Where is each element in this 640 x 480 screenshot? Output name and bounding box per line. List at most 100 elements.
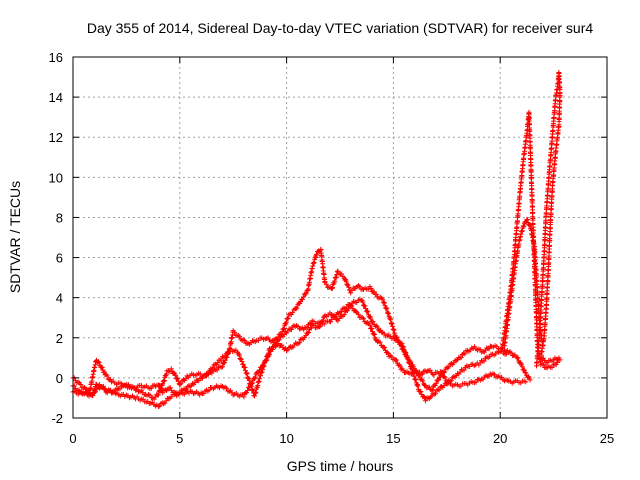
data-point: [364, 308, 370, 314]
data-point: [167, 385, 173, 391]
data-point: [346, 284, 352, 290]
data-point: [92, 387, 98, 393]
data-point: [332, 278, 338, 284]
data-point: [168, 366, 174, 372]
data-point: [433, 391, 439, 397]
data-point: [258, 370, 264, 376]
data-point: [413, 377, 419, 383]
data-point: [436, 377, 442, 383]
data-point: [265, 350, 271, 356]
data-point: [290, 309, 296, 315]
data-point: [294, 305, 300, 311]
y-tick-label: 2: [56, 331, 63, 346]
data-point: [205, 371, 211, 377]
data-point: [368, 285, 374, 291]
data-point: [341, 312, 347, 318]
x-tick-label: 10: [279, 431, 293, 446]
data-point: [239, 358, 245, 364]
data-point: [448, 361, 454, 367]
data-point: [549, 364, 555, 370]
data-point: [160, 381, 166, 387]
plot-frame: [72, 56, 608, 419]
data-point: [556, 355, 562, 361]
y-tick-label: 4: [56, 291, 63, 306]
data-point: [397, 363, 403, 369]
data-point: [519, 364, 525, 370]
data-point: [523, 370, 529, 376]
data-point: [299, 296, 305, 302]
data-point: [329, 286, 335, 292]
data-point: [420, 378, 426, 384]
data-point: [404, 353, 410, 359]
data-point: [283, 319, 289, 325]
data-point: [411, 373, 417, 379]
data-point: [349, 303, 355, 309]
data-point: [244, 371, 250, 377]
data-point: [360, 299, 366, 305]
data-point: [518, 361, 524, 367]
data-point: [370, 319, 376, 325]
axis-ticks: [72, 56, 608, 419]
data-point: [486, 346, 492, 352]
data-point: [161, 378, 167, 384]
data-point: [462, 351, 468, 357]
data-point: [107, 376, 113, 382]
x-tick-label: 0: [69, 431, 76, 446]
data-points: [70, 70, 563, 410]
data-point: [371, 332, 377, 338]
data-point: [355, 311, 361, 317]
data-point: [481, 358, 487, 364]
data-point: [419, 371, 425, 377]
data-point: [384, 306, 390, 312]
data-point: [245, 388, 251, 394]
data-point: [260, 367, 266, 373]
y-tick-labels: -2 0 2 4 6 8 10 12 14 16: [49, 50, 63, 426]
x-tick-labels: 0 5 10 15 20 25: [69, 431, 614, 446]
data-point: [178, 381, 184, 387]
data-point: [96, 381, 102, 387]
data-point: [429, 388, 435, 394]
data-point: [269, 346, 275, 352]
data-point: [365, 309, 371, 315]
y-tick-label: 16: [49, 50, 63, 65]
data-point: [357, 284, 363, 290]
data-point: [458, 354, 464, 360]
data-point: [241, 337, 247, 343]
x-axis-label: GPS time / hours: [287, 458, 394, 474]
data-point: [442, 375, 448, 381]
data-point: [320, 317, 326, 323]
data-point: [306, 330, 312, 336]
data-point: [379, 329, 385, 335]
data-point: [367, 322, 373, 328]
data-point: [371, 289, 377, 295]
data-point: [284, 316, 290, 322]
data-point: [412, 376, 418, 382]
x-tick-label: 15: [386, 431, 400, 446]
data-point: [526, 222, 532, 228]
data-point: [201, 390, 207, 396]
data-point: [330, 285, 336, 291]
data-point: [451, 374, 457, 380]
data-point: [281, 325, 287, 331]
data-point: [175, 376, 181, 382]
data-point: [461, 367, 467, 373]
data-point: [385, 350, 391, 356]
data-point: [540, 362, 546, 368]
data-point: [377, 340, 383, 346]
data-point: [285, 315, 291, 321]
data-point: [242, 365, 248, 371]
data-point: [90, 390, 96, 396]
data-point: [421, 393, 427, 399]
data-point: [371, 331, 377, 337]
data-point: [393, 357, 399, 363]
data-point: [305, 330, 311, 336]
data-point: [90, 393, 96, 399]
data-point: [439, 384, 445, 390]
y-tick-label: 6: [56, 251, 63, 266]
data-point: [386, 310, 392, 316]
data-point: [394, 334, 400, 340]
data-point: [224, 385, 230, 391]
data-point: [346, 306, 352, 312]
data-point: [293, 306, 299, 312]
data-point: [525, 217, 531, 223]
